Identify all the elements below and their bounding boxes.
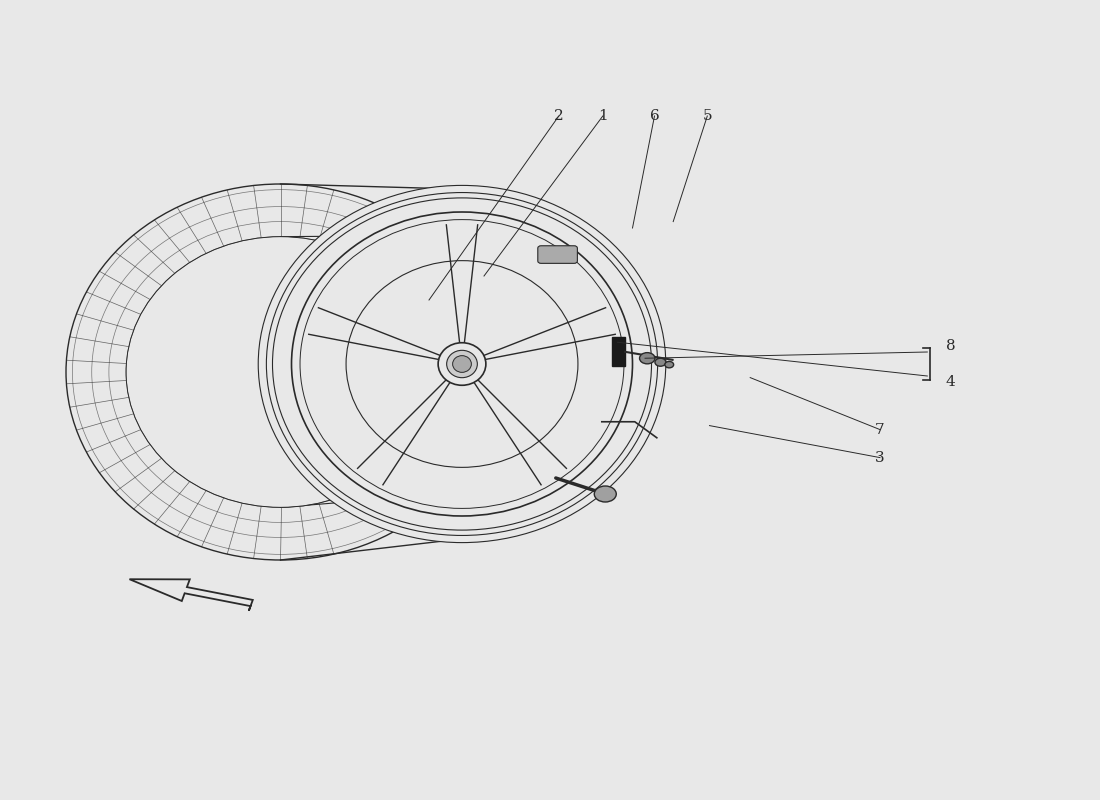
Ellipse shape bbox=[126, 237, 435, 507]
Ellipse shape bbox=[452, 356, 472, 372]
Text: 1: 1 bbox=[598, 109, 607, 123]
Circle shape bbox=[594, 486, 616, 502]
Polygon shape bbox=[130, 579, 253, 610]
Ellipse shape bbox=[292, 212, 632, 516]
Text: 3: 3 bbox=[876, 450, 884, 465]
Ellipse shape bbox=[273, 198, 651, 530]
Text: 2: 2 bbox=[554, 109, 563, 123]
Circle shape bbox=[639, 353, 654, 364]
Ellipse shape bbox=[346, 261, 578, 467]
Ellipse shape bbox=[266, 193, 658, 535]
Ellipse shape bbox=[66, 184, 495, 560]
Text: 6: 6 bbox=[650, 109, 659, 123]
Text: 8: 8 bbox=[946, 338, 956, 353]
FancyBboxPatch shape bbox=[538, 246, 578, 263]
Circle shape bbox=[664, 362, 673, 368]
Ellipse shape bbox=[263, 189, 661, 539]
Ellipse shape bbox=[447, 350, 477, 378]
Polygon shape bbox=[612, 338, 625, 366]
Text: 7: 7 bbox=[876, 422, 884, 437]
Ellipse shape bbox=[258, 186, 666, 542]
Text: 4: 4 bbox=[946, 375, 956, 390]
Ellipse shape bbox=[438, 342, 486, 386]
Text: 5: 5 bbox=[703, 109, 712, 123]
Circle shape bbox=[654, 358, 666, 366]
